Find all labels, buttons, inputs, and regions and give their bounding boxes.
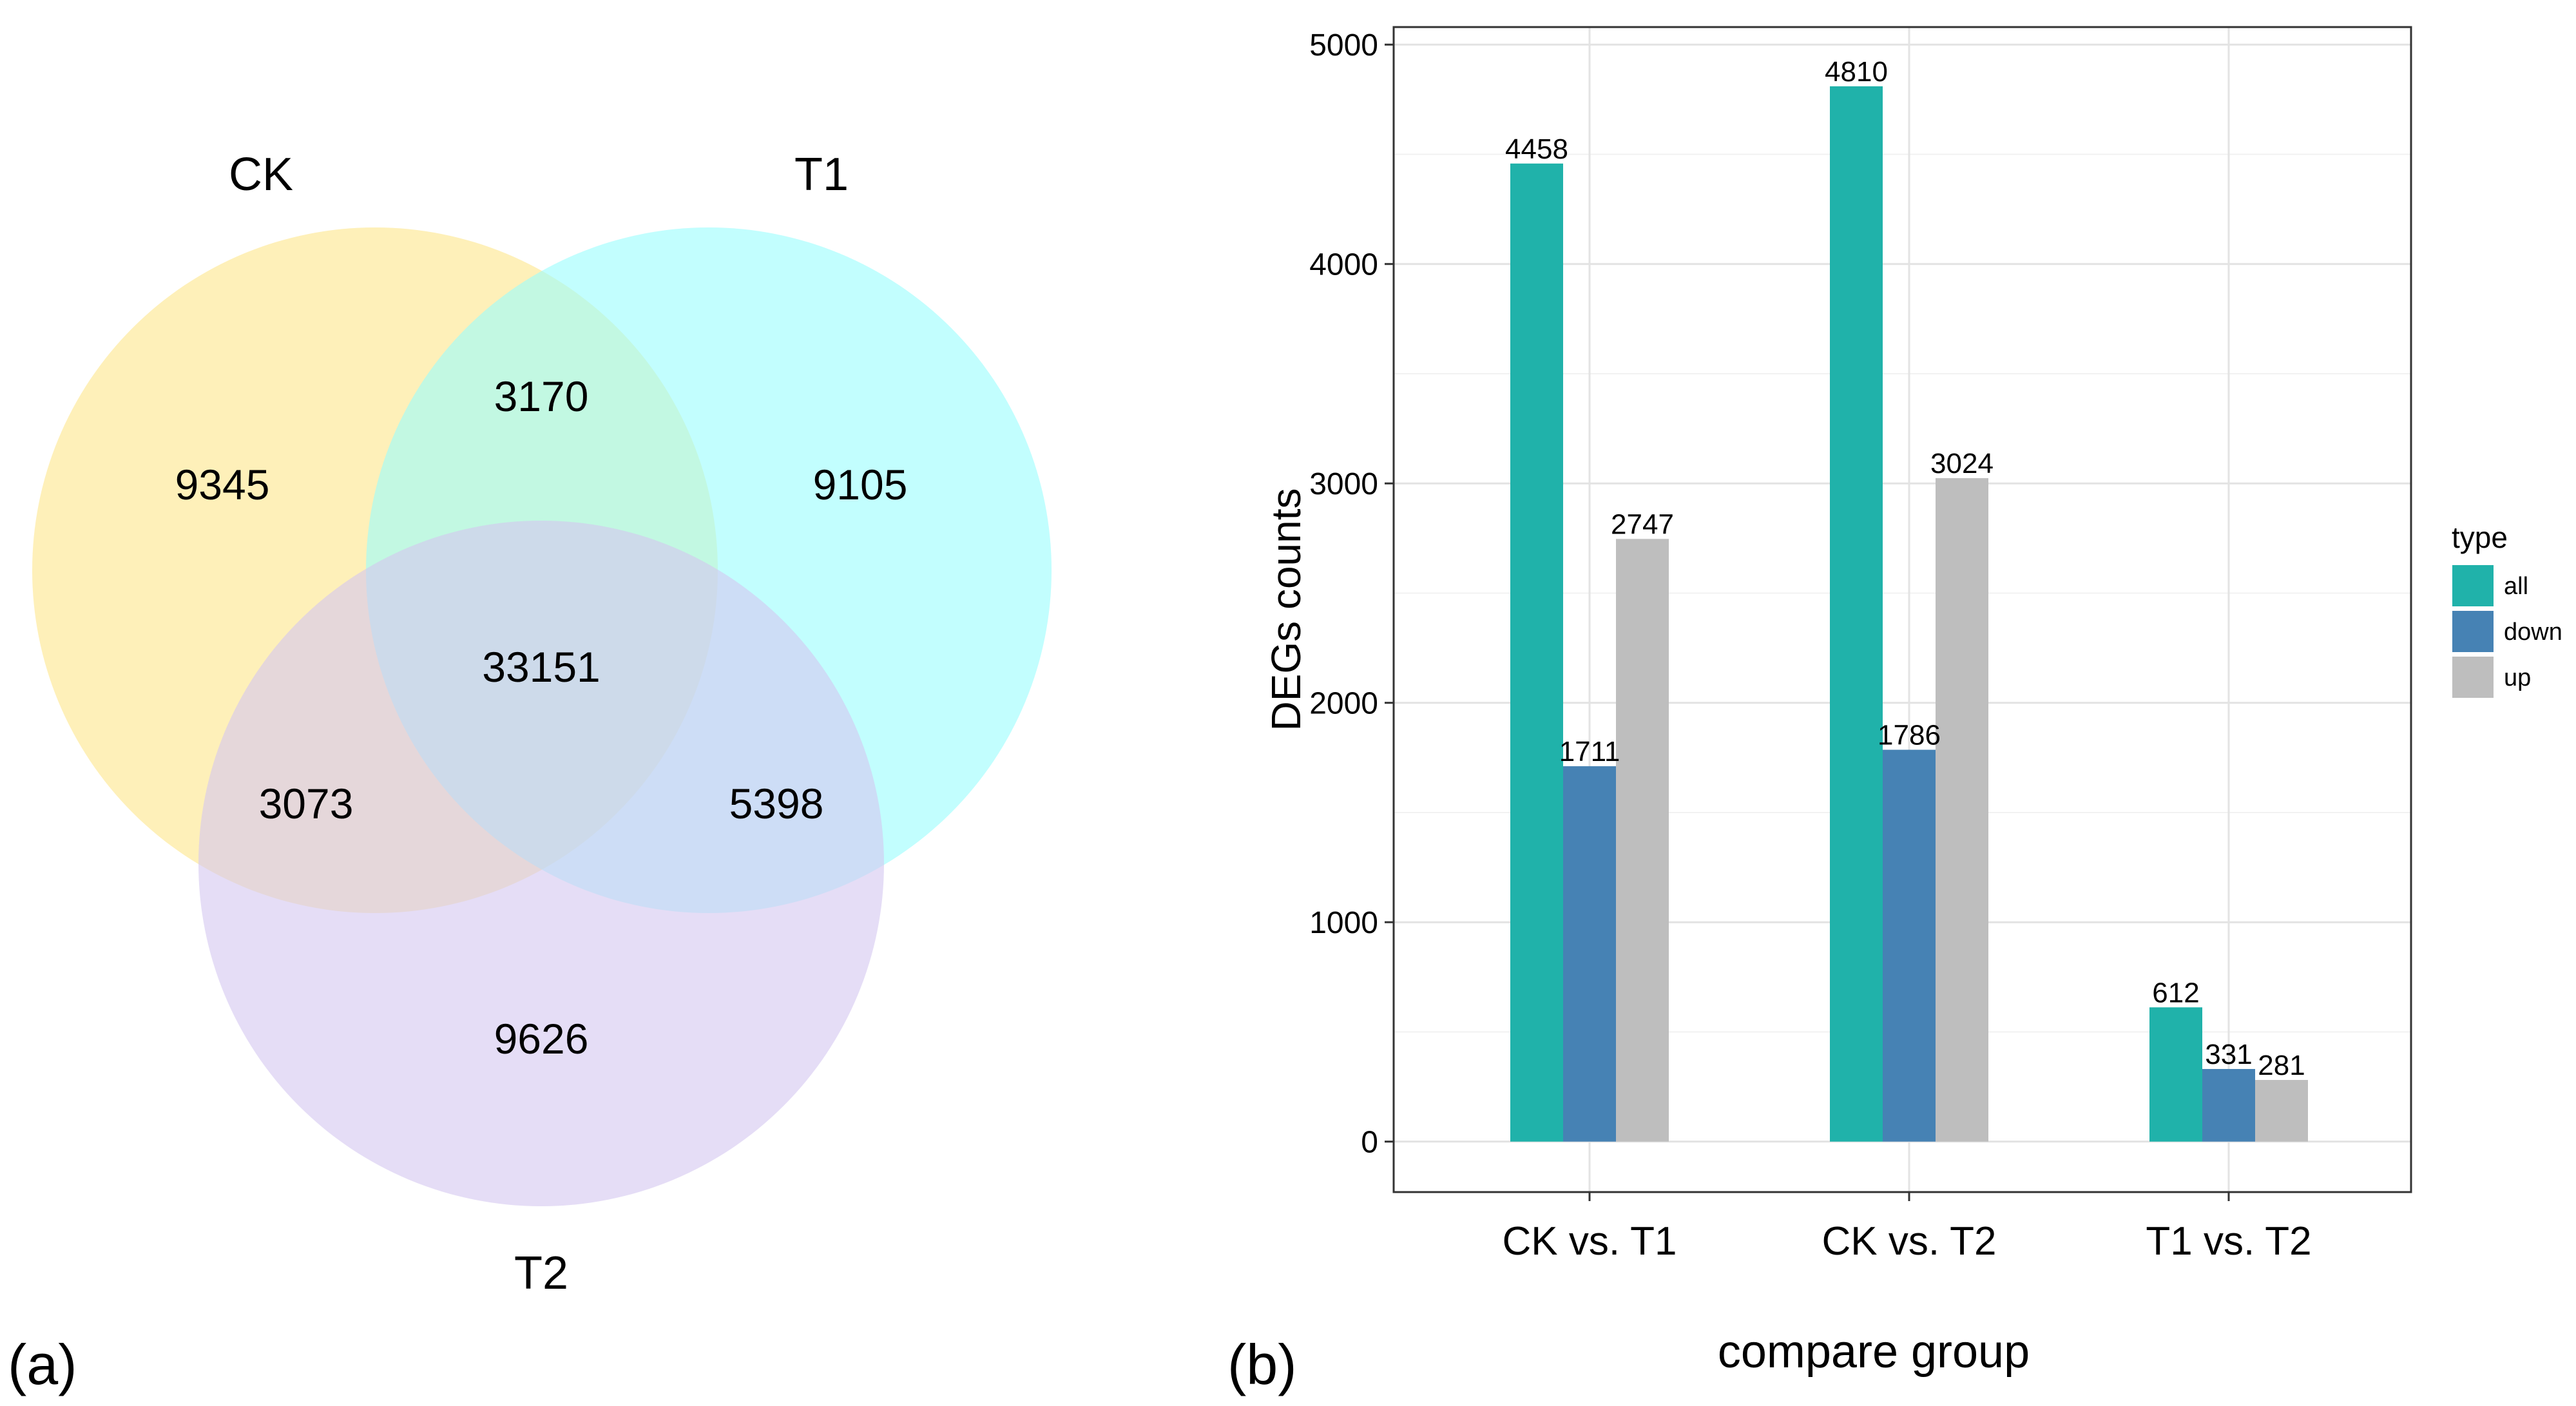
- plot-border: [1392, 26, 2412, 1193]
- venn-count-t1-only: 9105: [813, 461, 908, 508]
- legend-label-down: down: [2504, 619, 2562, 646]
- venn-count-ck-t2: 3073: [259, 780, 354, 827]
- x-tick-label: CK vs. T2: [1821, 1219, 1996, 1264]
- bar-value-label: 1711: [1559, 736, 1620, 767]
- venn-count-t2-only: 9626: [494, 1015, 589, 1063]
- legend-swatch-up: [2452, 657, 2494, 698]
- bar-up: [2255, 1080, 2308, 1142]
- bar-all: [1510, 163, 1563, 1142]
- x-tick-label: T1 vs. T2: [2146, 1219, 2311, 1264]
- bar-down: [1563, 766, 1616, 1142]
- bar-all: [2149, 1007, 2202, 1142]
- panel-b-label: (b): [1227, 1333, 1297, 1396]
- venn-count-all: 33151: [482, 643, 601, 691]
- venn-count-ck-t1: 3170: [494, 372, 589, 420]
- legend: type all down up: [2452, 521, 2562, 698]
- legend-swatch-all: [2452, 565, 2494, 606]
- chart-bars: [1510, 86, 2308, 1142]
- bar-value-label: 2747: [1611, 508, 1674, 540]
- chart-grid: [1394, 27, 2411, 1192]
- venn-count-ck-only: 9345: [175, 461, 270, 508]
- bar-value-label: 281: [2258, 1050, 2305, 1081]
- venn-set-label-ck: CK: [229, 149, 293, 200]
- venn-set-label-t1: T1: [794, 149, 849, 200]
- y-tick-label: 0: [1361, 1126, 1378, 1160]
- y-tick-label: 1000: [1309, 906, 1378, 940]
- legend-swatch-down: [2452, 611, 2494, 652]
- bar-all: [1830, 86, 1883, 1142]
- bar-chart: 4458 4810 612 1711 1786 331 2747 3024 281 0 1000 2…: [1263, 26, 2562, 1378]
- y-tick-label: 2000: [1309, 687, 1378, 721]
- bar-value-label: 1786: [1878, 720, 1941, 751]
- y-tick-label: 5000: [1309, 28, 1378, 63]
- bar-down: [2202, 1068, 2255, 1142]
- bar-value-label: 612: [2152, 977, 2199, 1008]
- venn-diagram: CK T1 T2 9345 9105 9626 3170 3073 5398 3…: [32, 149, 1052, 1299]
- x-axis-label: compare group: [1718, 1326, 2030, 1378]
- legend-label-up: up: [2504, 664, 2531, 691]
- panel-a-label: (a): [8, 1333, 77, 1396]
- bar-value-label: 3024: [1930, 448, 1994, 479]
- x-tick-label: CK vs. T1: [1502, 1219, 1677, 1264]
- y-tick-label: 3000: [1309, 467, 1378, 501]
- bar-value-label: 4458: [1505, 133, 1568, 165]
- y-axis: 0 1000 2000 3000 4000 5000: [1309, 28, 1394, 1160]
- bar-up: [1936, 478, 1988, 1142]
- bar-value-label: 331: [2205, 1039, 2252, 1070]
- legend-label-all: all: [2504, 573, 2528, 600]
- bar-down: [1883, 749, 1936, 1142]
- bar-value-label: 4810: [1825, 56, 1888, 88]
- venn-circle-t2: [198, 521, 884, 1206]
- y-tick-label: 4000: [1309, 248, 1378, 282]
- chart-value-labels: 4458 4810 612 1711 1786 331 2747 3024 281: [1505, 56, 2305, 1081]
- venn-count-t1-t2: 5398: [729, 780, 824, 827]
- x-axis: CK vs. T1 CK vs. T2 T1 vs. T2: [1502, 1192, 2312, 1264]
- legend-title: type: [2452, 521, 2508, 554]
- y-axis-label: DEGs counts: [1263, 488, 1309, 731]
- venn-set-label-t2: T2: [514, 1247, 568, 1299]
- bar-up: [1616, 539, 1669, 1142]
